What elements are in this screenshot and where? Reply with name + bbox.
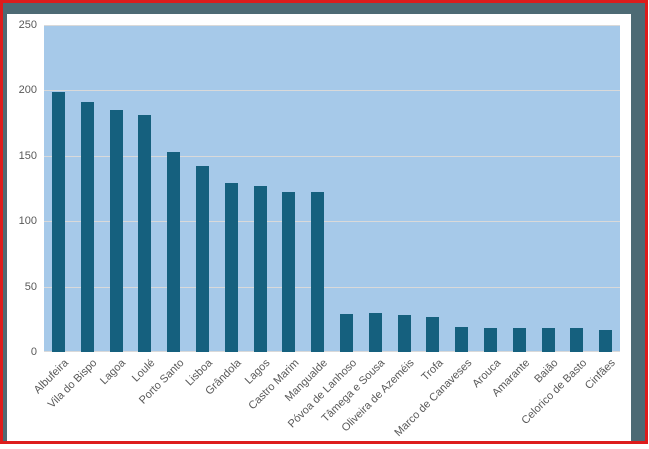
bar <box>397 315 411 352</box>
gridline <box>44 90 620 92</box>
bar <box>224 183 238 352</box>
y-tick-label: 100 <box>18 215 37 228</box>
chart-canvas: 0 50 100 150 200 250 Albufeira Vila do Bispo La… <box>7 14 631 441</box>
bar <box>195 166 209 352</box>
y-tick-label: 0 <box>30 346 37 358</box>
bar <box>109 110 123 352</box>
y-tick-label: 250 <box>18 19 37 31</box>
y-tick-label: 50 <box>24 280 37 293</box>
x-tick-label: Lagoa <box>98 357 129 388</box>
bar <box>51 91 65 352</box>
bar <box>282 192 296 352</box>
bar <box>599 329 613 352</box>
y-tick-label: 150 <box>18 149 37 162</box>
bar <box>138 115 152 352</box>
gridline <box>44 351 620 352</box>
gridline <box>44 221 620 223</box>
plot-area <box>44 25 620 352</box>
bar <box>80 102 94 352</box>
bar <box>570 328 584 352</box>
bar <box>339 314 353 352</box>
x-tick-label: Cinfães <box>583 357 619 392</box>
bar <box>368 312 382 352</box>
bar <box>253 185 267 352</box>
bar <box>455 327 469 352</box>
bar <box>167 151 181 352</box>
gridline <box>44 155 620 157</box>
x-tick-label: Trofa <box>418 357 446 384</box>
bar <box>512 328 526 352</box>
bar <box>483 328 497 352</box>
gridline <box>44 286 620 288</box>
bar <box>541 328 555 352</box>
bar <box>311 192 325 352</box>
y-tick-label: 200 <box>18 84 37 97</box>
bar <box>426 316 440 352</box>
gridline <box>44 25 620 26</box>
